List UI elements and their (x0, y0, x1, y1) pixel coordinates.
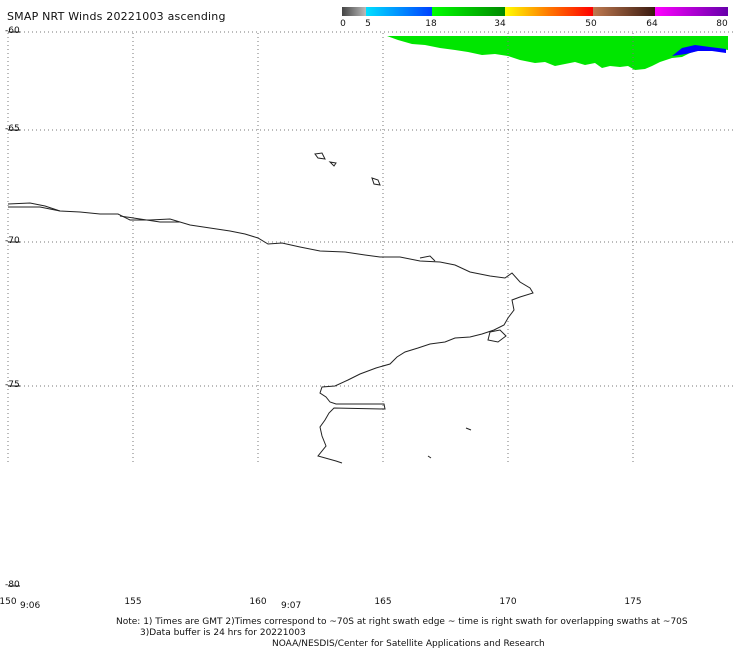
colorbar-segment (366, 7, 432, 16)
colorbar-tick: 18 (425, 19, 437, 29)
lon-label: 155 (124, 597, 142, 607)
colorbar-segment (593, 7, 655, 16)
lon-label: 175 (624, 597, 642, 607)
lat-label: -80 (5, 580, 20, 590)
lon-label: 150 (0, 597, 17, 607)
footnote-line-1: Note: 1) Times are GMT 2)Times correspon… (116, 617, 688, 627)
graticule (7, 31, 735, 463)
lat-label: -60 (5, 26, 20, 36)
colorbar-tick: 64 (646, 19, 658, 29)
colorbar-graphic (342, 7, 728, 16)
colorbar-tick: 50 (585, 19, 597, 29)
map-title: SMAP NRT Winds 20221003 ascending (7, 10, 226, 23)
colorbar-tick: 34 (494, 19, 506, 29)
footnote-line-2: 3)Data buffer is 24 hrs for 20221003 (140, 628, 306, 638)
lon-label: 160 (249, 597, 267, 607)
colorbar-segment (505, 7, 593, 16)
wind-swath-green (387, 36, 728, 70)
colorbar-tick: 80 (716, 19, 728, 29)
swath-time-label: 9:06 (20, 601, 41, 611)
lat-ticks (8, 31, 20, 587)
lat-label: -70 (5, 236, 20, 246)
coastline (7, 152, 534, 464)
colorbar-segment (655, 7, 728, 16)
lat-label: -65 (5, 124, 20, 134)
footnote-credit: NOAA/NESDIS/Center for Satellite Applica… (272, 639, 545, 649)
colorbar-tick: 0 (340, 19, 346, 29)
wind-swath-blue (672, 45, 726, 56)
colorbar-tick: 5 (365, 19, 371, 29)
swath-time-label: 9:07 (281, 601, 302, 611)
lon-label: 165 (374, 597, 392, 607)
lat-label: -75 (5, 380, 20, 390)
colorbar-segment (432, 7, 505, 16)
colorbar-segment (342, 7, 366, 16)
lon-label: 170 (499, 597, 517, 607)
